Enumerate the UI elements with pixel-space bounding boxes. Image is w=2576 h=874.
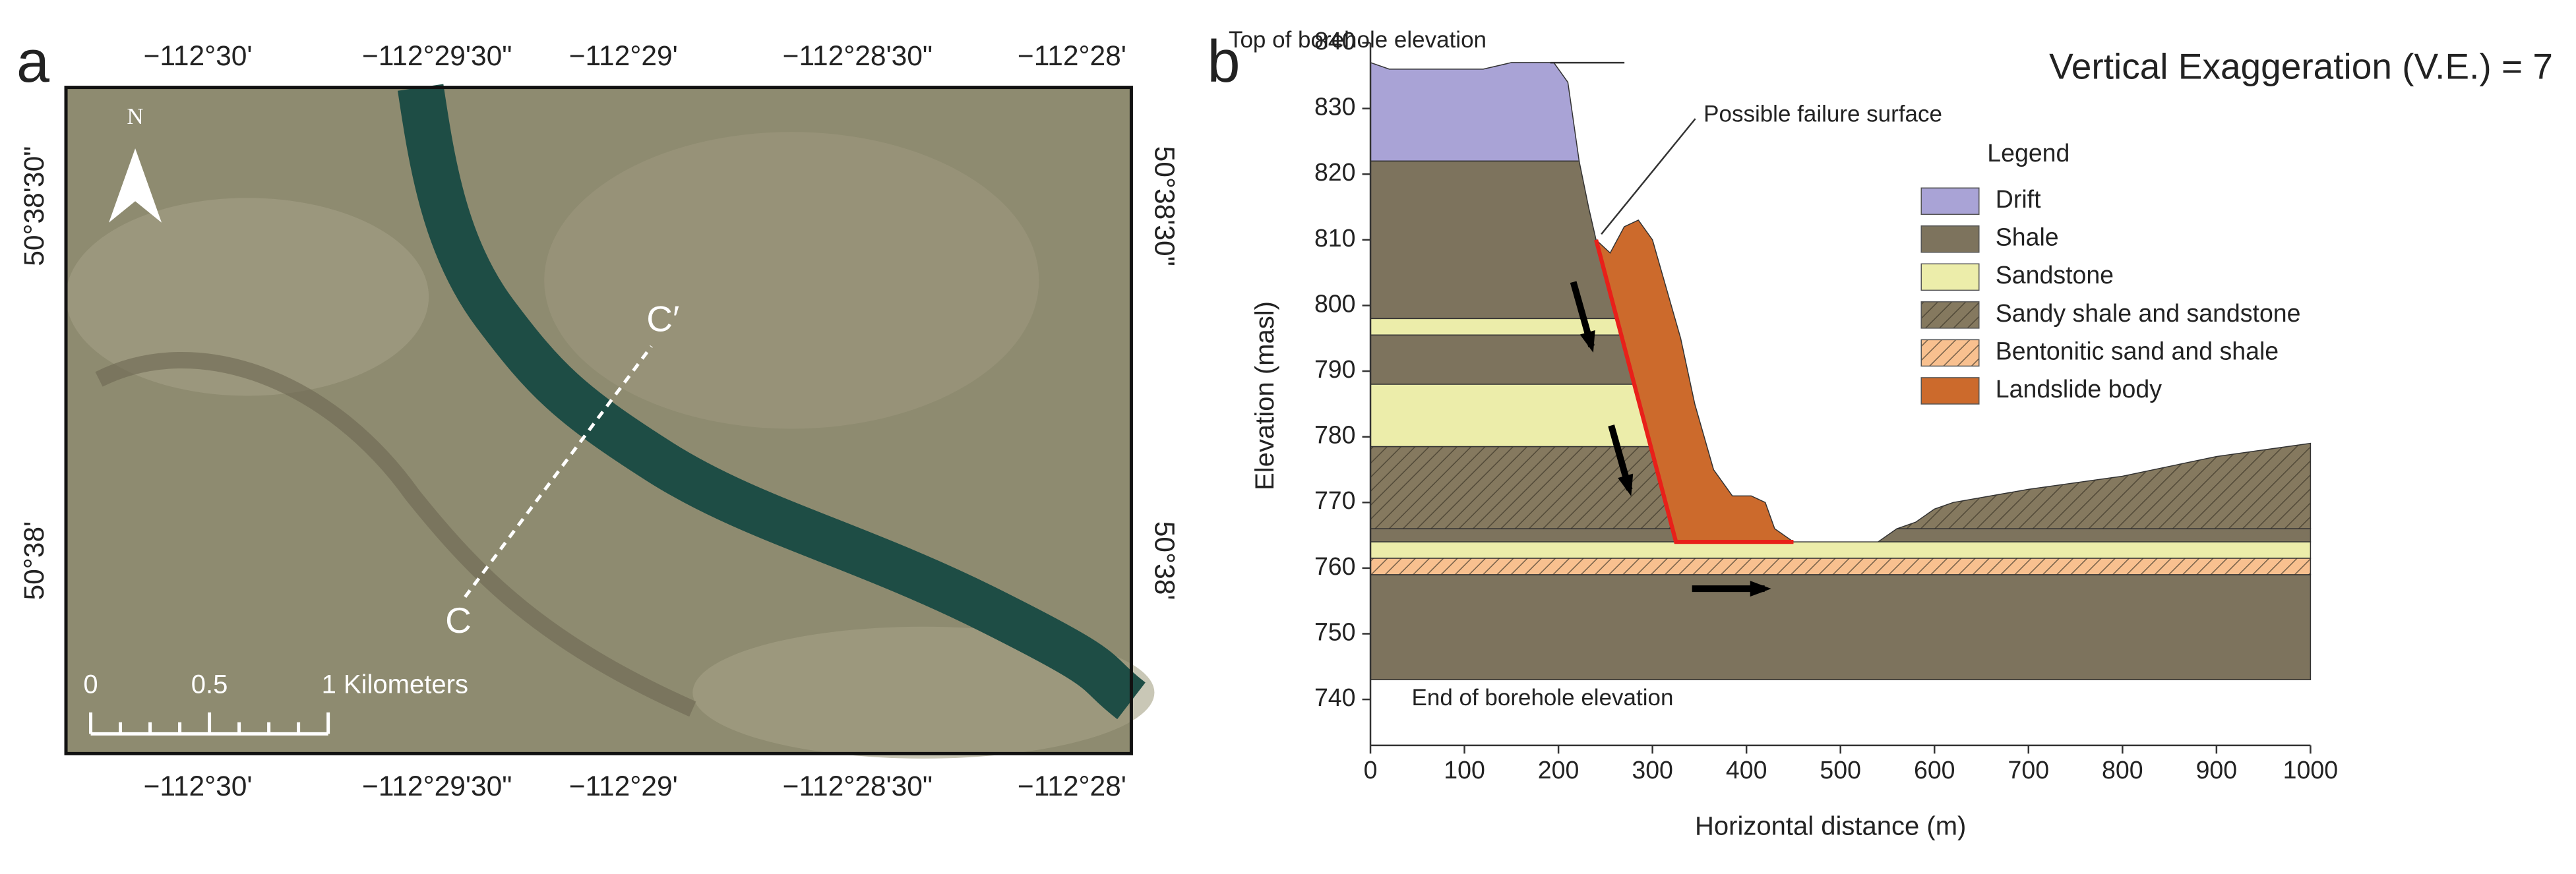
terrain (95, 352, 696, 717)
terrain (66, 198, 429, 396)
map-tick-label: −112°28' (1018, 771, 1126, 802)
x-tick-label: 0 (1364, 756, 1378, 784)
arrow-head (1618, 473, 1634, 496)
map-tick-label: −112°29' (569, 771, 678, 802)
legend-label: Bentonitic sand and shale (1996, 337, 2279, 364)
map-tick-label: −112°29'30" (362, 771, 512, 802)
river (398, 84, 1146, 720)
x-tick-label: 300 (1632, 756, 1673, 784)
x-tick-label: 900 (2196, 756, 2238, 784)
y-tick-label: 840 (1314, 27, 1356, 55)
layer (1370, 61, 1580, 162)
legend-label: Sandstone (1996, 261, 2114, 289)
x-tick-label: 600 (1914, 756, 1955, 784)
legend-swatch (1920, 339, 1980, 367)
layer (1896, 442, 2312, 529)
terrain (544, 132, 1039, 429)
map-tick-label: −112°30' (144, 41, 253, 72)
layer (1370, 541, 2312, 559)
section-label: C (445, 600, 472, 641)
legend-swatch (1920, 225, 1980, 253)
panel-label: b (1207, 28, 1240, 95)
map-tick-label: −112°30' (144, 771, 253, 802)
y-tick-label: 820 (1314, 158, 1356, 186)
failure-surface (1594, 239, 1794, 544)
y-tick-label: 780 (1314, 421, 1356, 449)
x-axis-label: Horizontal distance (m) (1695, 812, 1966, 841)
layer (1370, 384, 1651, 448)
legend-title: Legend (1987, 139, 2070, 167)
leader-line (1601, 118, 1696, 235)
x-tick-label: 500 (1820, 756, 1861, 784)
y-tick-label: 810 (1314, 224, 1356, 252)
map-tick-label: −112°29' (569, 41, 678, 72)
plot: Drift Shale Sandstone Sandy shale and sands… (1229, 27, 2338, 784)
scale-label: 1 Kilometers (322, 670, 468, 699)
annotation: End of borehole elevation (1412, 685, 1674, 711)
map: C C′ N 0 0.5 1 Kilometers (64, 84, 1155, 759)
arrow-head (1750, 581, 1771, 597)
layer (1370, 558, 2312, 575)
map-tick-label: 50°38'30" (19, 146, 50, 266)
x-tick-label: 200 (1538, 756, 1579, 784)
scale-label: 0.5 (191, 670, 228, 699)
x-tick-label: 100 (1444, 756, 1485, 784)
x-tick-label: 1000 (2283, 756, 2338, 784)
layer (1370, 528, 1677, 542)
legend-label: Shale (1996, 223, 2059, 251)
annotation: Top of borehole elevation (1229, 27, 1487, 53)
scale-bar (89, 712, 330, 736)
legend-label: Drift (1996, 185, 2041, 213)
layer (1876, 528, 2312, 542)
y-tick-label: 800 (1314, 289, 1356, 317)
legend-swatch (1920, 377, 1980, 405)
north-label: N (127, 103, 143, 129)
legend-swatch (1920, 301, 1980, 329)
y-tick-label: 830 (1314, 93, 1356, 121)
legend-label: Sandy shale and sandstone (1996, 299, 2301, 327)
map-tick-label: −112°28'30" (783, 771, 933, 802)
panel-label: a (16, 28, 50, 95)
x-tick-label: 400 (1726, 756, 1767, 784)
layer (1370, 334, 1636, 385)
map-ticks: −112°30' −112°29'30" −112°29' −112°28'30" −1… (19, 41, 1179, 802)
map-tick-label: 50°38'30" (1149, 146, 1180, 266)
map-frame (64, 86, 1133, 755)
annotation: Possible failure surface (1703, 101, 1942, 127)
x-tick-label: 700 (2008, 756, 2050, 784)
chart-title: Vertical Exaggeration (V.E.) = 7 (2049, 46, 2553, 87)
y-tick-label: 740 (1314, 684, 1356, 711)
legend-swatch (1920, 187, 1980, 215)
scale-label: 0 (83, 670, 98, 699)
section-line (464, 345, 653, 598)
map-tick-label: 50°38' (19, 521, 50, 600)
y-tick-label: 770 (1314, 486, 1356, 514)
legend-swatch (1920, 263, 1980, 291)
y-tick-label: 790 (1314, 355, 1356, 383)
arrow-head (1579, 330, 1595, 353)
x-tick-label: 800 (2102, 756, 2143, 784)
y-tick-label: 750 (1314, 618, 1356, 645)
y-tick-label: 760 (1314, 552, 1356, 580)
north-arrow (109, 148, 162, 223)
y-axis-label: Elevation (masl) (1250, 301, 1279, 490)
layer (1595, 219, 1795, 542)
map-tick-label: −112°28' (1018, 41, 1126, 72)
map-tick-label: −112°28'30" (783, 41, 933, 72)
layer (1370, 574, 2312, 680)
map-tick-label: 50°38' (1149, 521, 1180, 600)
section-label: C′ (646, 298, 679, 339)
map-tick-label: −112°29'30" (362, 41, 512, 72)
legend-label: Landslide body (1996, 375, 2162, 403)
